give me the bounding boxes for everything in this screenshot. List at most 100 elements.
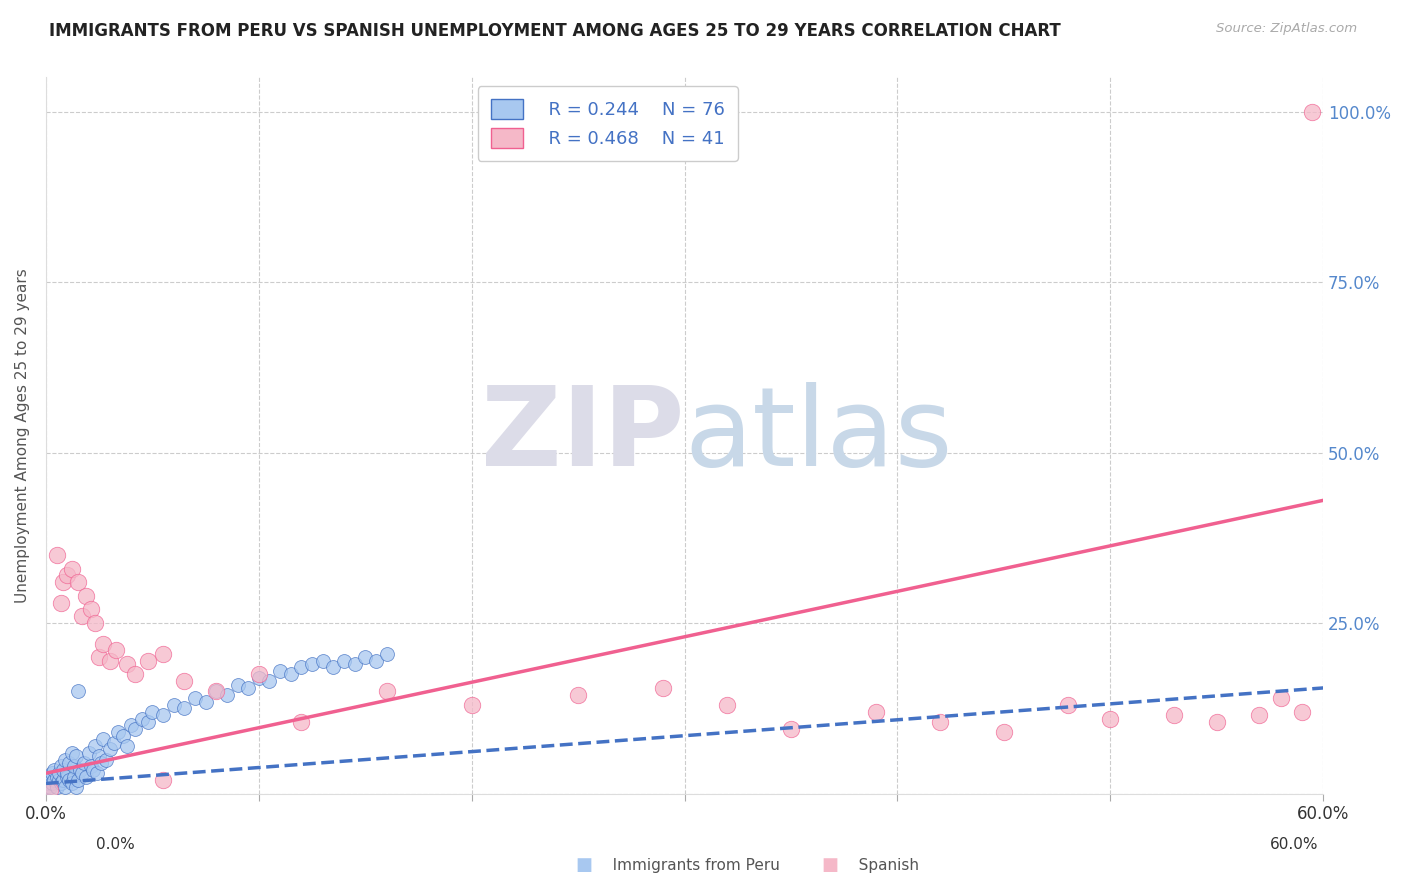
Point: [460, 698, 482, 712]
Point: [62, 759, 84, 773]
Point: [163, 698, 186, 712]
Point: [136, 654, 159, 668]
Text: 0.0%: 0.0%: [96, 838, 135, 852]
Point: [152, 647, 174, 661]
Point: [48, 766, 70, 780]
Point: [62, 770, 84, 784]
Point: [1249, 708, 1271, 723]
Point: [70, 766, 93, 780]
Point: [1099, 712, 1122, 726]
Point: [152, 772, 174, 787]
Point: [98, 654, 121, 668]
Point: [48, 772, 70, 787]
Point: [205, 684, 228, 698]
Point: [120, 718, 142, 732]
Point: [75, 589, 97, 603]
Point: [205, 684, 228, 698]
Point: [79, 602, 101, 616]
Point: [37, 772, 59, 787]
Point: [93, 637, 115, 651]
Point: [66, 684, 89, 698]
Point: [93, 732, 115, 747]
Point: [94, 753, 117, 767]
Point: [105, 643, 128, 657]
Point: [52, 763, 75, 777]
Point: [73, 756, 96, 770]
Point: [716, 698, 738, 712]
Point: [84, 616, 107, 631]
Point: [39, 783, 62, 797]
Point: [131, 712, 153, 726]
Point: [66, 772, 89, 787]
Text: ZIP: ZIP: [481, 382, 685, 489]
Point: [269, 664, 291, 678]
Point: [247, 667, 270, 681]
Point: [1291, 705, 1313, 719]
Point: [41, 766, 63, 780]
Point: [89, 749, 111, 764]
Point: [107, 725, 129, 739]
Text: ■: ■: [575, 855, 592, 873]
Point: [343, 657, 366, 671]
Point: [86, 766, 108, 780]
Point: [652, 681, 675, 695]
Point: [49, 596, 72, 610]
Point: [567, 688, 589, 702]
Point: [56, 770, 79, 784]
Point: [49, 776, 72, 790]
Point: [70, 609, 93, 624]
Point: [124, 722, 146, 736]
Point: [1056, 698, 1078, 712]
Point: [60, 561, 83, 575]
Point: [136, 714, 159, 729]
Point: [77, 746, 100, 760]
Point: [333, 654, 356, 668]
Point: [58, 756, 80, 770]
Text: Immigrants from Peru: Immigrants from Peru: [598, 858, 779, 872]
Point: [929, 714, 952, 729]
Point: [39, 770, 62, 784]
Legend:   R = 0.244    N = 76,   R = 0.468    N = 41: R = 0.244 N = 76, R = 0.468 N = 41: [478, 87, 738, 161]
Point: [58, 772, 80, 787]
Point: [238, 681, 260, 695]
Point: [39, 780, 62, 794]
Point: [194, 695, 217, 709]
Text: atlas: atlas: [685, 382, 953, 489]
Point: [1163, 708, 1185, 723]
Point: [247, 671, 270, 685]
Text: Spanish: Spanish: [844, 858, 918, 872]
Point: [45, 548, 67, 562]
Point: [60, 746, 83, 760]
Point: [41, 776, 63, 790]
Point: [45, 770, 67, 784]
Point: [1205, 714, 1227, 729]
Point: [215, 688, 238, 702]
Point: [354, 650, 377, 665]
Point: [780, 722, 803, 736]
Point: [45, 780, 67, 794]
Point: [98, 742, 121, 756]
Point: [53, 753, 76, 767]
Point: [84, 739, 107, 753]
Point: [65, 749, 87, 764]
Text: Source: ZipAtlas.com: Source: ZipAtlas.com: [1216, 22, 1357, 36]
Point: [865, 705, 887, 719]
Point: [49, 759, 72, 773]
Point: [69, 763, 91, 777]
Point: [290, 660, 312, 674]
Point: [79, 759, 101, 773]
Point: [56, 568, 79, 582]
Point: [322, 660, 344, 674]
Point: [44, 772, 66, 787]
Point: [52, 772, 75, 787]
Point: [89, 650, 111, 665]
Point: [259, 674, 281, 689]
Point: [1270, 691, 1292, 706]
Point: [82, 763, 104, 777]
Point: [312, 654, 335, 668]
Point: [364, 654, 387, 668]
Point: [290, 714, 312, 729]
Point: [124, 667, 146, 681]
Point: [184, 691, 207, 706]
Point: [37, 776, 59, 790]
